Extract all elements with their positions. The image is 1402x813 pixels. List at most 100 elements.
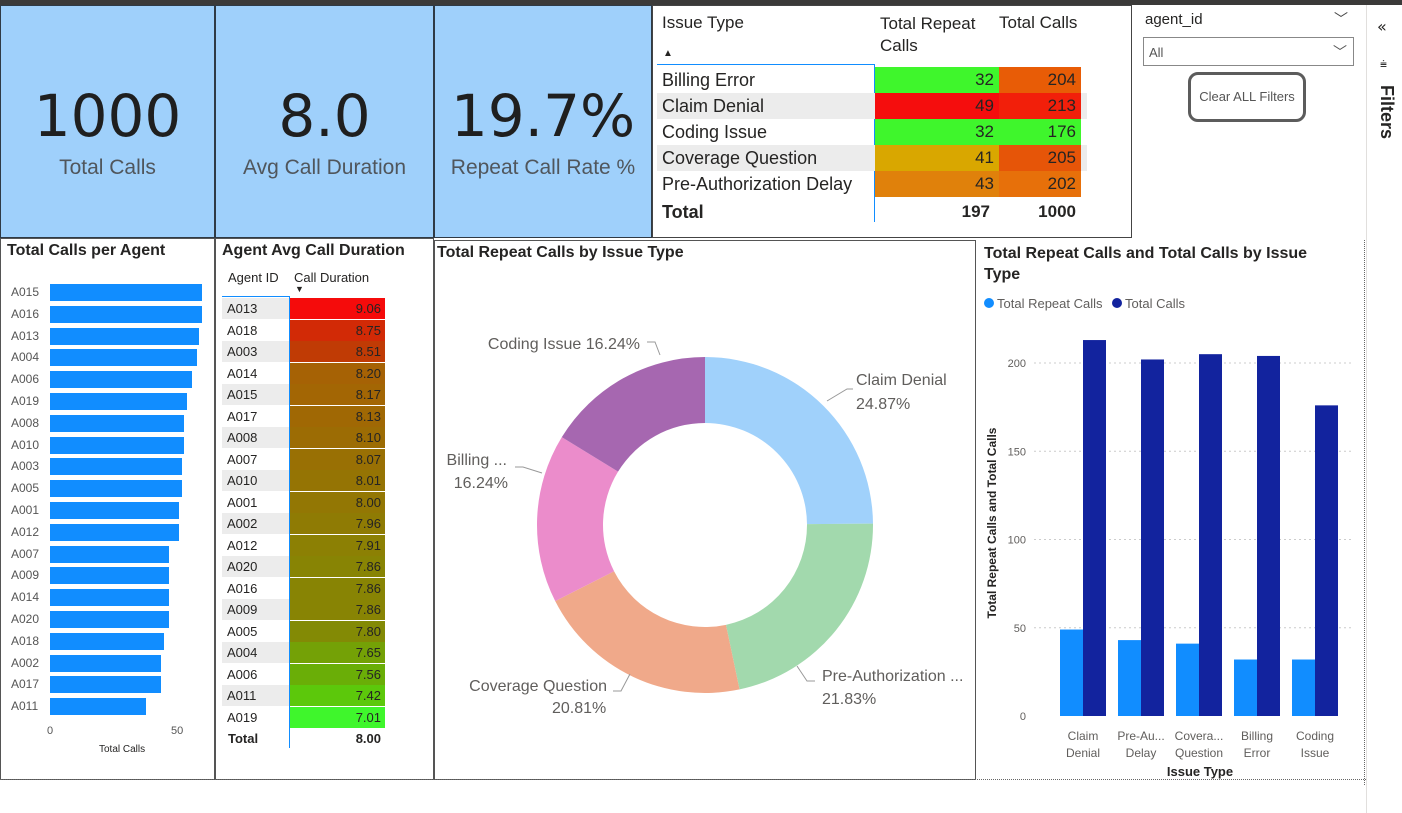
agent-bar-row[interactable]: A012 [1, 523, 214, 541]
duration-row[interactable]: A006 7.56 [222, 663, 390, 685]
agent-bar-row[interactable]: A003 [1, 457, 214, 476]
issue-column-chart[interactable]: Total Repeat Calls and Total Calls by Is… [976, 240, 1366, 780]
agent-bar-row[interactable]: A013 [1, 327, 214, 345]
duration-row[interactable]: A002 7.96 [222, 513, 390, 534]
duration-row[interactable]: A010 8.01 [222, 470, 390, 491]
agent-bar-row[interactable]: A006 [1, 370, 214, 389]
agent-calls-chart[interactable]: Total Calls per Agent A015 A016 A013 A004 A0… [0, 238, 215, 780]
column-bar[interactable] [1292, 659, 1315, 716]
agent-bar[interactable] [50, 349, 197, 367]
donut-slice[interactable] [561, 357, 705, 472]
donut-slice[interactable] [725, 523, 873, 690]
duration-row[interactable]: A007 8.07 [222, 448, 390, 470]
matrix-row[interactable]: Coding Issue 32 176 [657, 119, 1087, 145]
duration-row[interactable]: A003 8.51 [222, 341, 390, 362]
matrix-row[interactable]: Billing Error 32 204 [657, 67, 1087, 93]
donut-slice[interactable] [705, 357, 873, 525]
duration-row[interactable]: A008 8.10 [222, 427, 390, 448]
agent-bar[interactable] [50, 436, 185, 454]
donut-slice[interactable] [555, 571, 740, 693]
duration-row[interactable]: A012 7.91 [222, 534, 390, 556]
agent-bar-row[interactable]: A007 [1, 545, 214, 563]
column-bar[interactable] [1315, 405, 1338, 716]
duration-row[interactable]: A013 9.06 [222, 298, 390, 319]
header-issue-type[interactable]: Issue Type [662, 13, 744, 32]
agent-bar-row[interactable]: A011 [1, 697, 214, 716]
agent-bar-row[interactable]: A018 [1, 632, 214, 650]
agent-bar[interactable] [50, 567, 170, 585]
column-bar[interactable] [1141, 359, 1164, 716]
agent-bar-row[interactable]: A017 [1, 675, 214, 694]
agent-bar-row[interactable]: A001 [1, 501, 214, 519]
filters-pane-label[interactable]: Filters [1377, 85, 1397, 140]
agent-bar[interactable] [50, 327, 200, 345]
agent-bar-row[interactable]: A015 [1, 283, 214, 301]
column-bar[interactable] [1176, 643, 1199, 716]
agent-bar-row[interactable]: A016 [1, 305, 214, 323]
duration-row[interactable]: A020 7.86 [222, 556, 390, 577]
agent-duration-table[interactable]: Agent Avg Call Duration Agent ID Call Du… [215, 238, 434, 780]
repeat-calls-donut-chart[interactable]: Total Repeat Calls by Issue Type Claim D… [434, 240, 976, 780]
agent-bar[interactable] [50, 676, 162, 694]
agent-bar[interactable] [50, 654, 162, 672]
matrix-row[interactable]: Coverage Question 41 205 [657, 145, 1087, 171]
clear-filters-button[interactable]: Clear ALL Filters [1188, 72, 1306, 122]
agent-bar[interactable] [50, 371, 192, 389]
agent-bar-row[interactable]: A004 [1, 348, 214, 367]
agent-bar[interactable] [50, 698, 147, 716]
column-bar[interactable] [1083, 340, 1106, 716]
filters-pane[interactable]: « ⩧ Filters [1366, 5, 1402, 813]
agent-bar[interactable] [50, 393, 187, 410]
donut-slice[interactable] [537, 437, 619, 602]
duration-row[interactable]: A011 7.42 [222, 685, 390, 706]
legend-marker[interactable] [984, 298, 994, 308]
agent-dropdown[interactable]: All ﹀ [1143, 37, 1354, 66]
duration-row[interactable]: A004 7.65 [222, 642, 390, 663]
issue-type-matrix[interactable]: Issue Type ▲ Total Repeat Calls Total Ca… [652, 5, 1132, 238]
agent-bar-row[interactable]: A008 [1, 414, 214, 432]
header-total-calls[interactable]: Total Calls [999, 13, 1078, 32]
agent-bar[interactable] [50, 414, 185, 432]
column-bar[interactable] [1060, 629, 1083, 716]
agent-bar[interactable] [50, 523, 180, 541]
agent-bar-row[interactable]: A009 [1, 566, 214, 585]
agent-bar[interactable] [50, 611, 170, 628]
agent-bar-row[interactable]: A002 [1, 654, 214, 672]
legend-label[interactable]: Total Calls [1125, 296, 1185, 311]
kpi-card-repeat-rate[interactable]: 19.7% Repeat Call Rate % [434, 5, 652, 238]
kpi-card-total-calls[interactable]: 1000 Total Calls [0, 5, 215, 238]
agent-bar-row[interactable]: A010 [1, 436, 214, 454]
header-total-repeat[interactable]: Total Repeat Calls [880, 14, 976, 55]
sort-up-icon[interactable]: ▲ [663, 48, 673, 59]
agent-bar[interactable] [50, 545, 170, 563]
agent-bar-row[interactable]: A014 [1, 588, 214, 607]
column-bar[interactable] [1199, 354, 1222, 716]
sort-down-icon[interactable]: ▼ [295, 284, 304, 294]
duration-row[interactable]: A009 7.86 [222, 599, 390, 620]
header-call-duration[interactable]: Call Duration [294, 270, 370, 285]
agent-bar[interactable] [50, 480, 182, 498]
agent-bar-row[interactable]: A005 [1, 479, 214, 498]
duration-row[interactable]: A014 8.20 [222, 362, 390, 384]
agent-bar[interactable] [50, 502, 180, 519]
header-agent-id[interactable]: Agent ID [228, 270, 279, 285]
column-bar[interactable] [1118, 640, 1141, 716]
column-bar[interactable] [1234, 659, 1257, 716]
collapse-arrows-icon[interactable]: « [1377, 17, 1387, 36]
duration-row[interactable]: A001 8.00 [222, 491, 390, 513]
agent-bar[interactable] [50, 284, 202, 301]
agent-bar-row[interactable]: A019 [1, 392, 214, 410]
agent-bar[interactable] [50, 458, 182, 476]
duration-row[interactable]: A018 8.75 [222, 319, 390, 341]
legend-marker[interactable] [1112, 298, 1122, 308]
legend-label[interactable]: Total Repeat Calls [997, 296, 1103, 311]
matrix-row[interactable]: Pre-Authorization Delay 43 202 [657, 171, 1087, 197]
column-bar[interactable] [1257, 355, 1280, 716]
duration-row[interactable]: A019 7.01 [222, 706, 390, 728]
agent-bar-row[interactable]: A020 [1, 610, 214, 628]
matrix-row[interactable]: Claim Denial 49 213 [657, 93, 1087, 119]
agent-bar[interactable] [50, 632, 164, 650]
agent-bar[interactable] [50, 305, 202, 323]
duration-row[interactable]: A015 8.17 [222, 384, 390, 405]
agent-bar[interactable] [50, 589, 170, 607]
